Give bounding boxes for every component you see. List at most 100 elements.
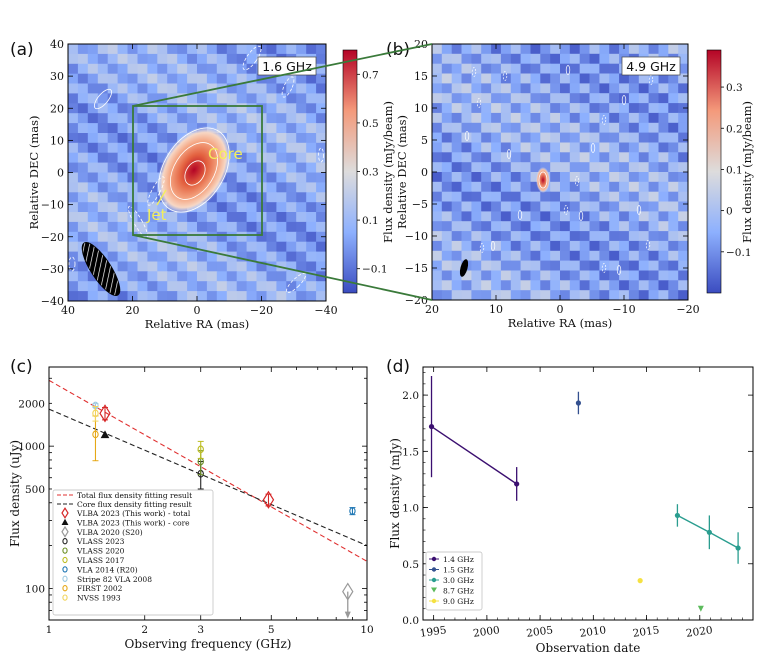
panel-tag-d: (d) — [386, 357, 410, 377]
contour-b — [502, 71, 508, 81]
b-ytick-label: 5 — [421, 134, 428, 147]
panel-tag-b: (b) — [386, 40, 410, 60]
d-xtick-label: 2015 — [632, 624, 660, 640]
colorbar-label-b: Flux density (mJy/beam) — [740, 101, 754, 243]
legend-c-swatch — [61, 518, 69, 525]
contour-b — [621, 95, 627, 105]
contour-blob-3 — [242, 45, 262, 71]
data-point-d — [706, 529, 712, 535]
legend-c-entry: VLA 2014 (R20) — [76, 565, 138, 574]
legend-c-entry: Core flux density fitting result — [77, 500, 192, 509]
a-xlabel: Relative RA (mas) — [145, 317, 250, 331]
contour-blob-5 — [285, 272, 307, 294]
d-xtick-label: 2000 — [472, 624, 500, 640]
b-ytick-label: 15 — [414, 70, 428, 83]
colorbar-a-tick-label: 0.1 — [362, 215, 379, 227]
colorbar-a: 0.7 0.5 0.3 0.1 −0.1 Flux density (mJy/beam) — [342, 49, 395, 294]
data-point-d — [697, 605, 704, 612]
legend-c-swatch — [62, 585, 68, 592]
c-ytick-label: 500 — [25, 484, 45, 496]
contour-blob-4 — [127, 205, 149, 239]
legend-d-swatch — [431, 587, 437, 593]
legend-d-entry: 9.0 GHz — [443, 597, 474, 606]
panel-tag-a: (a) — [10, 40, 34, 60]
legend-d-swatch — [431, 577, 437, 583]
freq-box-b — [621, 56, 681, 76]
contour-blob-6 — [318, 147, 324, 163]
beam-ellipse — [81, 242, 121, 296]
contour-b — [616, 265, 622, 275]
a-ytick-label: −30 — [41, 263, 64, 276]
c-xtick-label: 5 — [268, 624, 275, 636]
contour-blob-1 — [93, 88, 113, 110]
contour-b — [479, 243, 485, 253]
legend-d-swatch — [431, 556, 437, 562]
core-emission — [156, 125, 232, 215]
colorbar-b-tick-label: 0.3 — [726, 82, 743, 94]
colorbar-b: 0.3 0.2 0.1 0 −0.1 Flux density (mJy/beam) — [706, 49, 754, 294]
d-xtick-label: 2005 — [526, 624, 554, 640]
c-ylabel: Flux density (uJy) — [8, 440, 22, 547]
contour-b — [464, 131, 470, 141]
contour-b — [578, 211, 584, 221]
jet-arrow — [156, 189, 167, 206]
contour-b — [565, 65, 571, 75]
c-xtick-label: 10 — [360, 624, 373, 636]
colorbar-a-tick-label: 0.7 — [362, 69, 379, 81]
legend-c-entry: VLBA 2020 (S20) — [76, 528, 143, 537]
b-xtick-label: 0 — [557, 303, 564, 316]
contour-blob-7 — [68, 256, 76, 272]
legend-c-entry: Total flux density fitting result — [77, 491, 192, 500]
a-ytick-label: 40 — [50, 38, 64, 51]
c-ytick-label: 1000 — [18, 441, 45, 453]
d-ytick-label: 1.5 — [402, 446, 419, 458]
zoom-connector-bottom — [132, 234, 433, 301]
freq-label-b: 4.9 GHz — [626, 59, 676, 74]
data-point-d — [514, 481, 520, 487]
contour-b — [645, 240, 651, 250]
contour-b — [601, 263, 607, 273]
legend-c-entry: VLASS 2017 — [76, 556, 125, 565]
zoom-connector-top — [132, 43, 433, 107]
a-ytick-label: 10 — [50, 134, 64, 147]
zoom-box — [132, 105, 263, 236]
legend-d-entry: 1.5 GHz — [443, 566, 474, 575]
legend-c-entry: VLASS 2023 — [76, 537, 125, 546]
b-ytick-label: −10 — [405, 230, 428, 243]
contour-b — [601, 115, 607, 125]
colorbar-a-tick-label: −0.1 — [362, 264, 388, 276]
b-ylabel: Relative DEC (mas) — [395, 115, 409, 229]
panel-c-sed: 1 2 3 5 10 100 500 1000 2000 Observing frequency … — [8, 366, 374, 651]
legend-c-entry: VLBA 2023 (This work) - core — [76, 518, 190, 527]
contour-b — [506, 149, 512, 159]
a-ytick-label: −20 — [41, 231, 64, 244]
a-xtick-label: 0 — [194, 304, 201, 317]
a-xtick-label: 20 — [126, 304, 140, 317]
data-point-c — [92, 409, 99, 418]
legend-d-entry: 3.0 GHz — [443, 576, 474, 585]
legend-c-entry: VLASS 2020 — [76, 547, 125, 556]
jet-contour — [147, 176, 165, 206]
a-ytick-label: 0 — [57, 167, 64, 180]
b-ytick-label: −15 — [405, 262, 428, 275]
a-xtick-label: 40 — [61, 304, 75, 317]
c-xtick-label: 1 — [46, 624, 53, 636]
data-point-c — [349, 507, 356, 515]
legend-c-box — [52, 489, 214, 616]
legend-c-swatch — [62, 547, 68, 554]
data-point-c — [100, 430, 110, 439]
panel-b-map: 4.9 GHz 20 10 0 −10 −2020151050−5−10−15−20Re… — [395, 38, 700, 330]
legend-d-entry: 1.4 GHz — [443, 555, 474, 564]
core-label: Core — [208, 145, 243, 163]
contour-b — [471, 67, 477, 77]
colorbar-a-tick-label: 0.3 — [362, 167, 379, 179]
b-xtick-label: −10 — [612, 303, 635, 316]
a-ytick-label: 30 — [50, 70, 64, 83]
source-b-contour — [538, 171, 548, 189]
c-xtick-label: 2 — [141, 624, 148, 636]
core-contour-outer — [158, 127, 230, 213]
b-xtick-label: −20 — [676, 303, 699, 316]
colorbar-label-a: Flux density (mJy/beam) — [381, 101, 395, 243]
d-xtick-label: 2020 — [685, 624, 713, 640]
